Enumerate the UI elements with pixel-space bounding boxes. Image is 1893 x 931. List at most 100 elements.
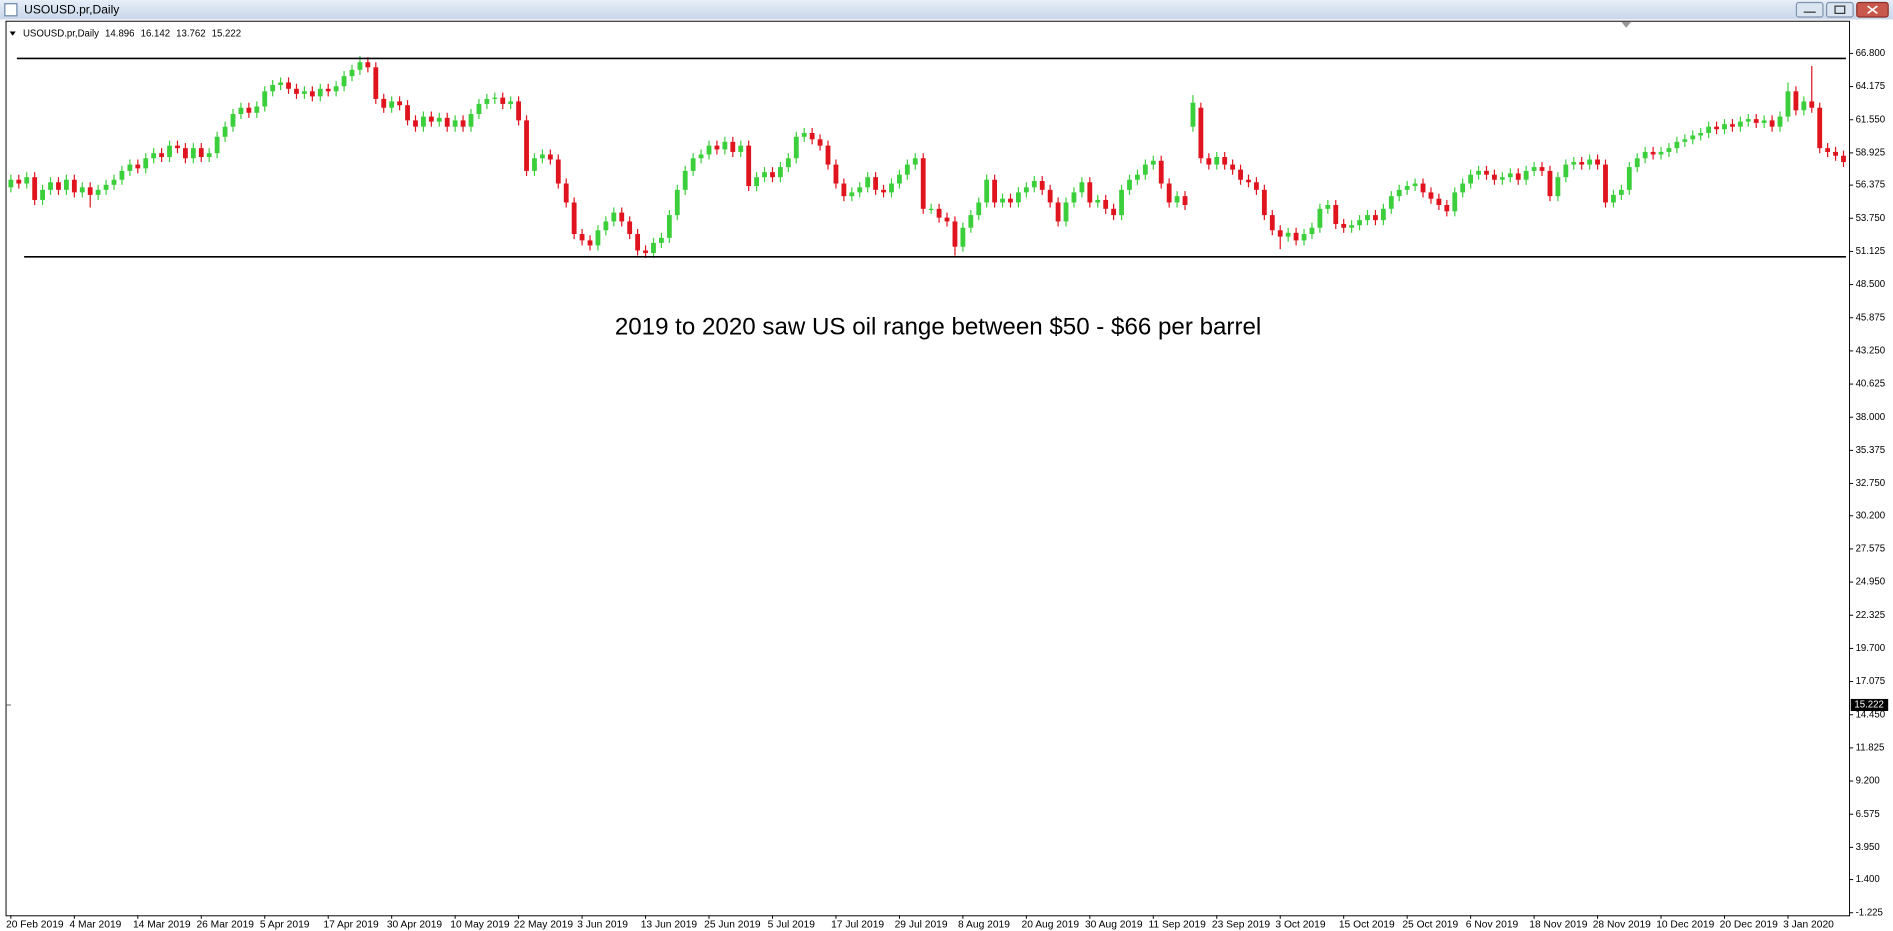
- candle-body: [841, 183, 847, 197]
- candle-body: [460, 120, 466, 127]
- y-tick-label: 56.375: [1856, 180, 1886, 191]
- candle-body: [1650, 151, 1656, 155]
- candle-body: [1785, 91, 1791, 117]
- candle-body: [500, 97, 506, 104]
- plot-frame: [5, 20, 1851, 917]
- candle-body: [1563, 164, 1569, 178]
- candle-body: [762, 172, 767, 178]
- candle-body: [817, 139, 823, 146]
- y-tick-label: 22.325: [1856, 610, 1886, 621]
- candle-body: [167, 145, 172, 157]
- candle-body: [857, 187, 863, 193]
- candle-body: [1674, 141, 1680, 149]
- x-tick-label: 3 Oct 2019: [1275, 919, 1325, 930]
- candle-body: [1214, 156, 1220, 165]
- candle-body: [1468, 174, 1474, 184]
- candle-body: [1103, 199, 1109, 209]
- candle-body: [1412, 183, 1418, 187]
- y-tick-label: 43.250: [1856, 345, 1886, 356]
- x-tick-label: 25 Oct 2019: [1402, 919, 1458, 930]
- candle-body: [952, 221, 958, 247]
- header-value: 16.142: [141, 28, 171, 39]
- x-tick-label: 15 Oct 2019: [1339, 919, 1395, 930]
- candle-body: [159, 153, 165, 157]
- header-value: 14.896: [105, 28, 135, 39]
- candle-body: [1079, 182, 1085, 193]
- window-buttons[interactable]: [1795, 1, 1889, 18]
- x-tick-label: 28 Nov 2019: [1593, 919, 1651, 930]
- candle-body: [1261, 189, 1267, 216]
- header-value: 13.762: [176, 28, 206, 39]
- candle-body: [1008, 198, 1013, 203]
- candle-body: [135, 164, 141, 169]
- candle-body: [1277, 230, 1283, 237]
- candle-body: [373, 67, 379, 99]
- candle-body: [825, 145, 831, 165]
- candle-body: [1309, 227, 1315, 235]
- y-tick-label: 17.075: [1856, 676, 1886, 687]
- candle-body: [984, 179, 990, 203]
- candle-body: [143, 158, 149, 169]
- candle-body: [405, 105, 410, 121]
- candle-body: [571, 202, 577, 235]
- candle-body: [603, 221, 609, 231]
- y-tick-label: 35.375: [1856, 445, 1886, 456]
- y-tick-label: 32.750: [1856, 478, 1886, 489]
- y-tick-label: 27.575: [1856, 543, 1886, 554]
- candle-body: [48, 182, 53, 190]
- candle-body: [119, 170, 125, 180]
- candle-body: [325, 88, 331, 92]
- candle-body: [1254, 182, 1259, 190]
- candle-body: [254, 106, 260, 113]
- y-tick-label: 45.875: [1856, 312, 1886, 323]
- candle-body: [1095, 199, 1101, 203]
- candle-body: [436, 117, 442, 122]
- window-title: USOUSD.pr,Daily: [24, 2, 119, 16]
- x-tick-label: 22 May 2019: [514, 919, 574, 930]
- candle-body: [484, 98, 490, 104]
- y-tick-label: 58.925: [1856, 147, 1886, 158]
- candle-body: [619, 212, 625, 222]
- candle-body: [666, 215, 672, 238]
- y-tick-label: -1.225: [1856, 907, 1883, 918]
- candle-body: [1603, 164, 1608, 203]
- x-tick-label: 14 Mar 2019: [133, 919, 191, 930]
- candle-body: [1285, 232, 1291, 237]
- candle-body: [1016, 192, 1021, 203]
- candle-body: [960, 227, 966, 247]
- candle-body: [32, 177, 38, 200]
- y-tick-label: 19.700: [1856, 643, 1886, 654]
- y-tick-label: 38.000: [1856, 412, 1886, 423]
- restore-button[interactable]: [1825, 1, 1854, 18]
- candle-body: [651, 242, 656, 254]
- candle-body: [1349, 225, 1355, 228]
- candle-body: [635, 234, 641, 251]
- minimize-button[interactable]: [1795, 1, 1824, 18]
- close-glyph: [1867, 5, 1878, 15]
- candle-body: [849, 192, 855, 197]
- candle-body: [1222, 156, 1228, 165]
- title-bar: [0, 0, 1893, 20]
- candle-body: [71, 179, 77, 193]
- x-tick-label: 10 Dec 2019: [1656, 919, 1714, 930]
- candle-body: [1357, 220, 1362, 226]
- x-tick-label: 4 Mar 2019: [70, 919, 122, 930]
- candle-body: [1737, 121, 1743, 127]
- y-tick-label: 30.200: [1856, 510, 1886, 521]
- candle-body: [1127, 179, 1132, 190]
- candle-body: [1206, 158, 1212, 165]
- candle-body: [1269, 215, 1275, 231]
- candle-body: [1420, 183, 1426, 193]
- candle-body: [428, 116, 434, 122]
- candle-body: [1341, 223, 1347, 228]
- symbol: USOUSD.pr,Daily: [23, 28, 99, 39]
- candle-body: [127, 164, 133, 171]
- candle-body: [1761, 120, 1767, 123]
- candle-body: [1722, 124, 1727, 130]
- candle-body: [1642, 151, 1648, 159]
- candle-body: [270, 84, 276, 92]
- x-tick-label: 10 May 2019: [450, 919, 510, 930]
- candle-body: [1190, 102, 1196, 127]
